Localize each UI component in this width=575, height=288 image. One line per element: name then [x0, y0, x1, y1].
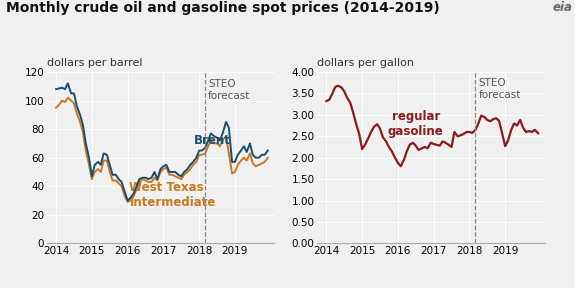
- Text: eia: eia: [552, 1, 572, 14]
- Text: West Texas
Intermediate: West Texas Intermediate: [129, 181, 216, 209]
- Text: Monthly crude oil and gasoline spot prices (2014-2019): Monthly crude oil and gasoline spot pric…: [6, 1, 439, 16]
- Text: regular
gasoline: regular gasoline: [388, 110, 444, 138]
- Text: dollars per gallon: dollars per gallon: [317, 58, 415, 68]
- Text: STEO
forecast: STEO forecast: [208, 79, 251, 101]
- Text: Brent: Brent: [194, 134, 231, 147]
- Text: dollars per barrel: dollars per barrel: [47, 58, 143, 68]
- Text: STEO
forecast: STEO forecast: [478, 78, 521, 100]
